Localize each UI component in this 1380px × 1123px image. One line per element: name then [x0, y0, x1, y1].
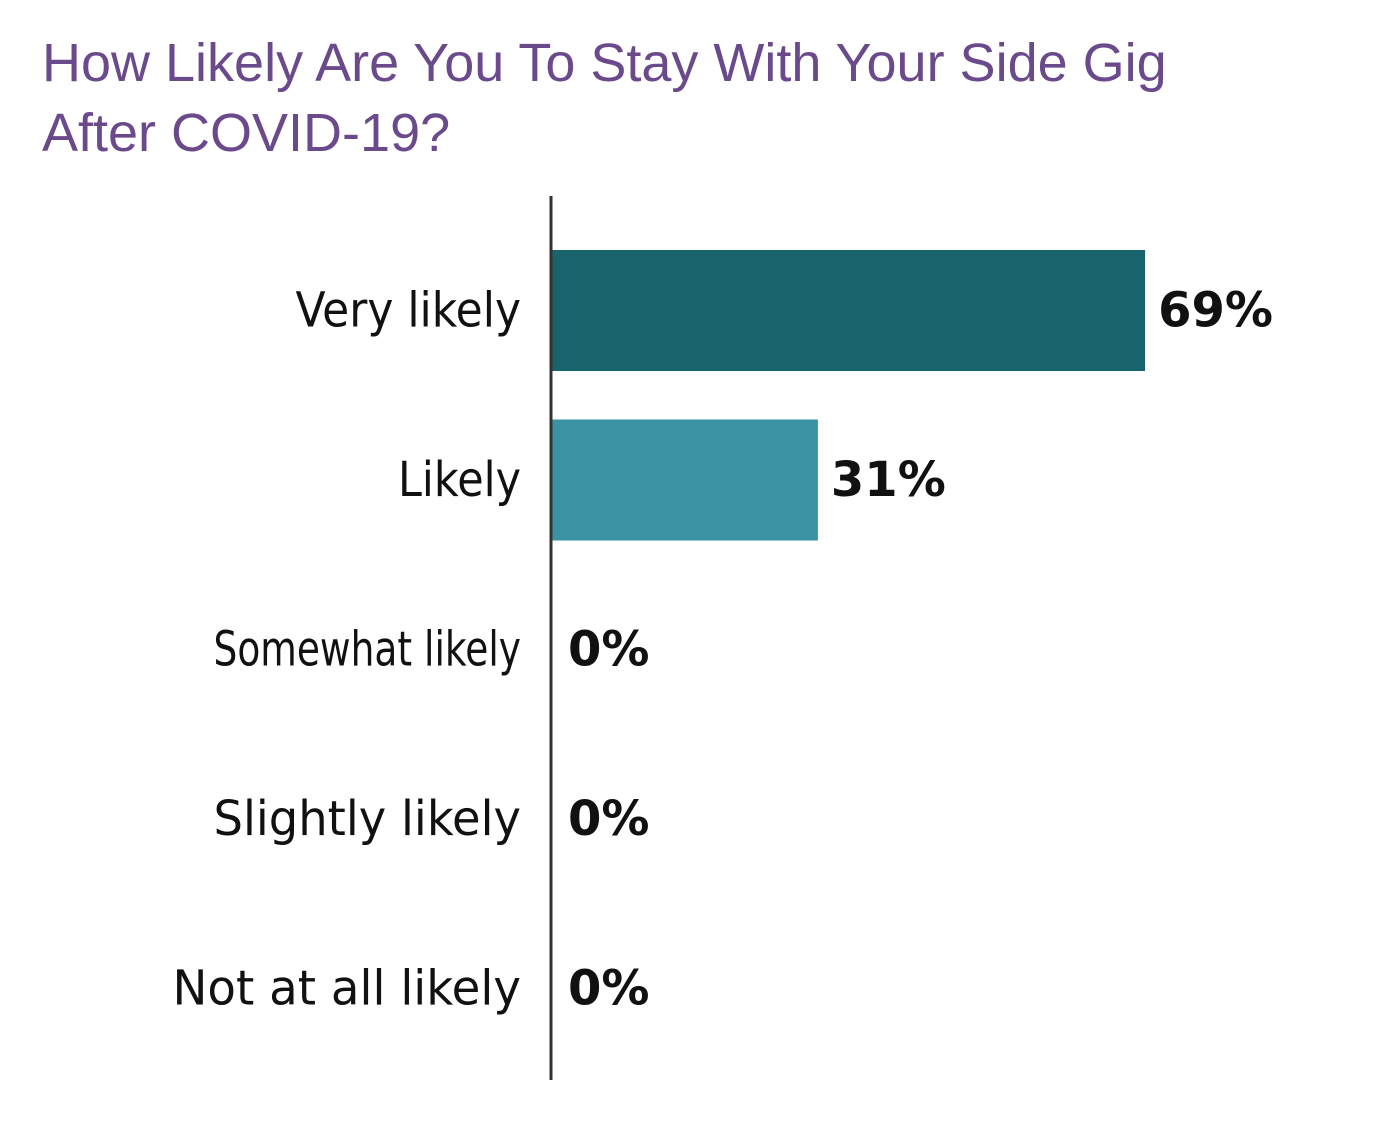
value-label: 0% [568, 622, 650, 678]
chart-title: How Likely Are You To Stay With Your Sid… [42, 28, 1342, 168]
category-label: Somewhat likely [214, 622, 522, 678]
category-label: Likely [398, 452, 521, 508]
chart-title-line-2: After COVID-19? [42, 103, 451, 163]
value-label: 0% [568, 961, 650, 1017]
bar-very-likely [551, 250, 1146, 371]
value-label: 69% [1158, 283, 1273, 339]
category-label: Not at all likely [173, 961, 522, 1017]
value-label: 0% [568, 791, 650, 847]
bar-likely [551, 419, 818, 541]
labels-layer: Very likely 69% Likely 31% Somewhat likely 0%… [173, 283, 1273, 1017]
value-label: 31% [831, 452, 946, 508]
bars-layer [551, 250, 1146, 541]
category-label: Very likely [296, 283, 522, 339]
category-label: Slightly likely [214, 791, 522, 847]
chart-title-line-1: How Likely Are You To Stay With Your Sid… [42, 33, 1167, 93]
